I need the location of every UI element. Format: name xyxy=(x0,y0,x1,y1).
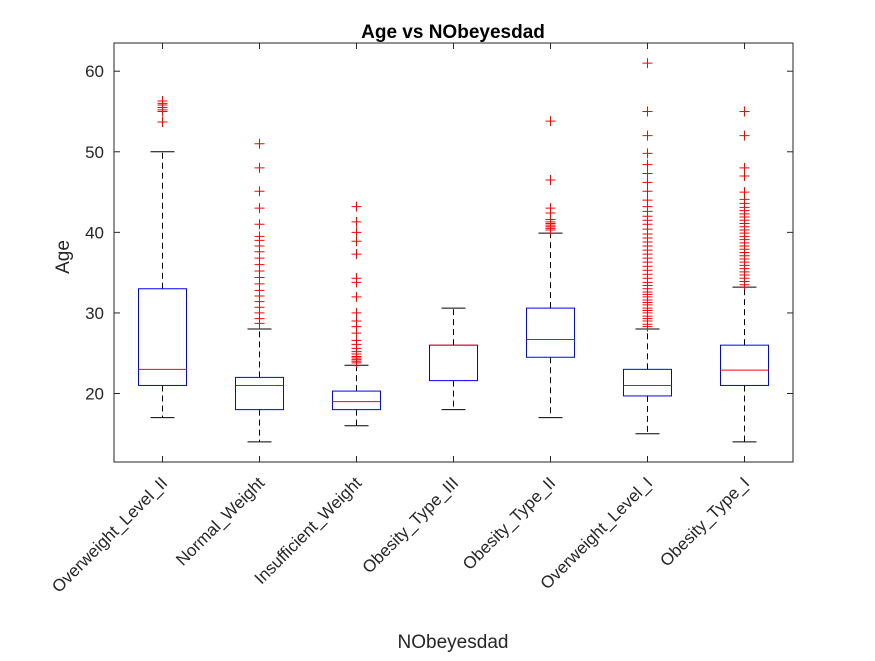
box-group-3 xyxy=(429,307,478,411)
box-iqr xyxy=(526,307,575,358)
y-tick-label: 30 xyxy=(85,304,104,323)
outlier-point xyxy=(642,58,653,69)
box-group-0 xyxy=(138,96,187,419)
outlier-point xyxy=(351,227,362,238)
outlier-point xyxy=(642,130,653,141)
outlier-point xyxy=(254,231,265,242)
box-group-5 xyxy=(623,58,672,435)
outlier-point xyxy=(351,236,362,247)
outlier-point xyxy=(351,307,362,318)
box-group-1 xyxy=(235,138,284,443)
outlier-point xyxy=(739,187,750,198)
outlier-point xyxy=(642,195,653,206)
outlier-point xyxy=(642,106,653,117)
box-iqr xyxy=(623,368,672,397)
outlier-point xyxy=(351,216,362,227)
y-tick-label: 50 xyxy=(85,143,104,162)
outlier-point xyxy=(351,201,362,212)
box-iqr xyxy=(235,376,284,411)
outlier-point xyxy=(157,96,168,107)
outlier-point xyxy=(739,106,750,117)
outlier-point xyxy=(351,249,362,260)
box-group-6 xyxy=(720,106,769,443)
chart-title: Age vs NObeyesdad xyxy=(361,22,545,43)
outlier-point xyxy=(254,203,265,214)
outlier-point xyxy=(157,116,168,127)
outlier-point xyxy=(545,174,556,185)
outlier-point xyxy=(351,291,362,302)
box-iqr xyxy=(138,288,187,386)
outlier-point xyxy=(642,177,653,188)
box-iqr xyxy=(720,344,769,386)
outlier-point xyxy=(254,186,265,197)
outlier-point xyxy=(642,168,653,179)
outlier-point xyxy=(254,162,265,173)
y-tick-label: 60 xyxy=(85,62,104,81)
outlier-point xyxy=(254,138,265,149)
y-tick-label: 20 xyxy=(85,385,104,404)
outlier-point xyxy=(739,130,750,141)
box-group-2 xyxy=(332,201,381,427)
outlier-point xyxy=(545,116,556,127)
y-tick-label: 40 xyxy=(85,223,104,242)
y-axis-label: Age xyxy=(53,240,74,274)
box-group-4 xyxy=(526,116,575,419)
outlier-point xyxy=(351,273,362,284)
outlier-point xyxy=(545,203,556,214)
x-axis-label: NObeyesdad xyxy=(398,632,509,653)
outlier-point xyxy=(642,148,653,159)
outlier-point xyxy=(254,219,265,230)
outlier-point xyxy=(642,186,653,197)
box-iqr xyxy=(332,390,381,411)
outlier-point xyxy=(642,159,653,170)
outlier-point xyxy=(739,162,750,173)
